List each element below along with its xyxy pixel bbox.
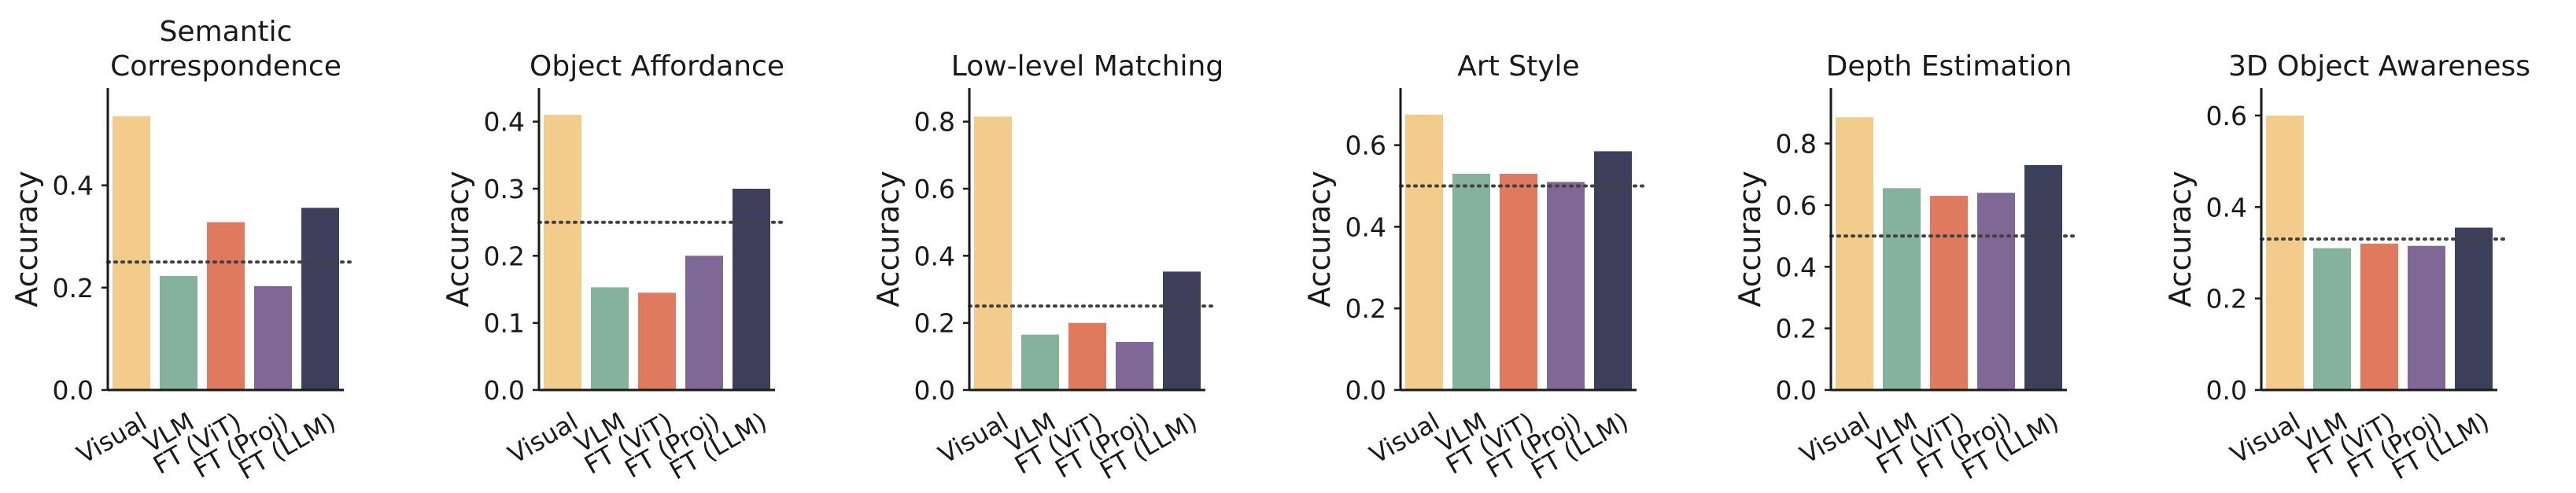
y-tick-label: 0.0 <box>484 375 525 406</box>
y-tick-label: 0.1 <box>484 308 525 339</box>
chart-title: Semantic <box>160 16 293 48</box>
chart-title: 3D Object Awareness <box>2228 50 2530 83</box>
y-tick-label: 0.2 <box>484 241 525 271</box>
bar-ft-llm <box>2024 165 2062 390</box>
y-tick-label: 0.2 <box>53 273 94 304</box>
y-tick-label: 0.0 <box>2206 375 2247 406</box>
bar-ft-proj <box>1547 182 1585 390</box>
bar-ft-llm <box>733 189 770 390</box>
bar-ft-llm <box>2455 227 2493 390</box>
bar-ft-proj <box>2408 245 2445 390</box>
bar-visual <box>2266 115 2304 390</box>
y-tick-label: 0.6 <box>1776 190 1817 221</box>
chart-title: Object Affordance <box>530 50 784 83</box>
bar-visual <box>544 115 581 390</box>
bar-vlm <box>2313 248 2351 390</box>
bar-vlm <box>591 287 629 390</box>
bar-ft-proj <box>254 285 292 390</box>
bar-vlm <box>1021 334 1059 390</box>
bar-visual <box>974 116 1012 391</box>
y-axis-label: Accuracy <box>871 171 906 307</box>
y-axis-label: Accuracy <box>1733 171 1767 307</box>
y-tick-label: 0.2 <box>914 308 955 339</box>
x-tick-label: Visual <box>2225 407 2305 470</box>
y-tick-label: 0.6 <box>914 174 955 204</box>
y-tick-label: 0.8 <box>1776 129 1817 160</box>
bar-visual <box>113 116 150 391</box>
x-tick-label: Visual <box>1364 407 1445 470</box>
y-tick-label: 0.4 <box>1776 252 1817 282</box>
y-tick-label: 0.0 <box>1345 375 1386 406</box>
chart-title: Depth Estimation <box>1826 50 2072 83</box>
x-tick-label: Visual <box>72 407 152 470</box>
y-tick-label: 0.2 <box>2206 284 2247 315</box>
y-tick-label: 0.4 <box>914 241 955 271</box>
y-tick-label: 0.2 <box>1345 293 1386 324</box>
chart-title: Low-level Matching <box>951 50 1223 83</box>
x-tick-label: Visual <box>1795 407 1875 470</box>
bar-ft-vit <box>1068 322 1106 390</box>
y-tick-label: 0.6 <box>2206 101 2247 131</box>
chart-title: Art Style <box>1457 50 1579 83</box>
bar-ft-proj <box>1977 193 2015 390</box>
y-tick-label: 0.6 <box>1345 131 1386 161</box>
bar-vlm <box>1883 188 1921 391</box>
y-tick-label: 0.2 <box>1776 314 1817 344</box>
bar-ft-llm <box>1594 151 1632 390</box>
bar-vlm <box>1452 174 1490 390</box>
bar-ft-vit <box>1930 196 1968 390</box>
bar-ft-proj <box>685 256 723 390</box>
bar-ft-llm <box>1163 271 1201 390</box>
y-axis-label: Accuracy <box>441 171 475 307</box>
bar-ft-proj <box>1116 342 1153 390</box>
bar-visual <box>1836 117 1873 390</box>
y-tick-label: 0.0 <box>914 375 955 406</box>
y-tick-label: 0.3 <box>484 174 525 204</box>
bar-ft-vit <box>2360 243 2398 390</box>
y-tick-label: 0.0 <box>53 375 94 406</box>
chart-title: Correspondence <box>110 50 341 83</box>
y-tick-label: 0.4 <box>53 171 94 201</box>
y-tick-label: 0.4 <box>1345 212 1386 242</box>
y-tick-label: 0.4 <box>2206 192 2247 223</box>
y-axis-label: Accuracy <box>2163 171 2198 307</box>
bar-ft-vit <box>638 292 676 390</box>
bar-vlm <box>160 275 197 390</box>
x-tick-label: Visual <box>503 407 583 470</box>
bar-visual <box>1405 114 1443 390</box>
bar-ft-vit <box>1500 174 1537 390</box>
y-tick-label: 0.8 <box>914 107 955 138</box>
x-tick-label: Visual <box>933 407 1013 470</box>
y-axis-label: Accuracy <box>1302 171 1337 307</box>
bar-ft-llm <box>301 208 339 390</box>
y-tick-label: 0.0 <box>1776 375 1817 406</box>
y-axis-label: Accuracy <box>9 171 44 307</box>
bar-ft-vit <box>207 222 245 390</box>
y-tick-label: 0.4 <box>484 107 525 138</box>
